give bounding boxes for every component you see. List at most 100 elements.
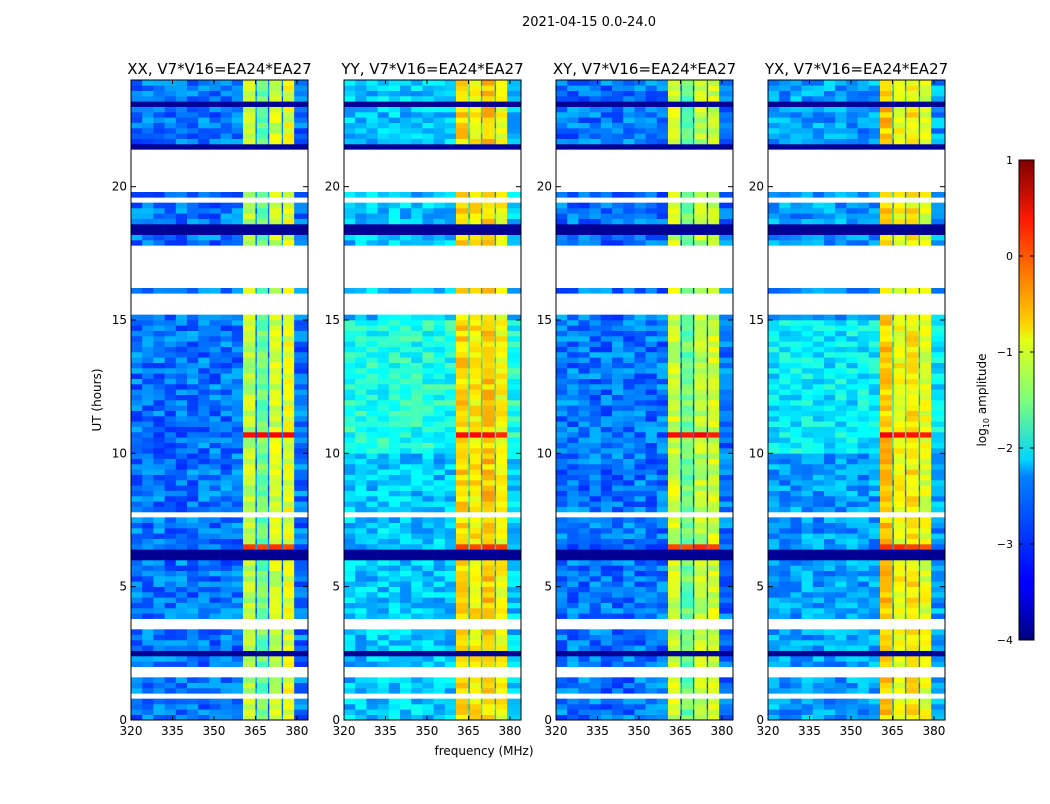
heatmap-cell xyxy=(456,85,469,91)
heatmap-cell xyxy=(209,629,221,635)
heatmap-cell xyxy=(556,432,568,438)
heatmap-cell xyxy=(694,640,707,646)
heatmap-cell xyxy=(456,384,469,390)
heatmap-cell xyxy=(176,560,188,566)
heatmap-cell xyxy=(612,475,624,481)
heatmap-cell xyxy=(176,373,188,379)
heatmap-cell xyxy=(165,331,177,337)
heatmap-cell xyxy=(646,507,658,513)
heatmap-cell xyxy=(131,400,143,406)
heatmap-cell xyxy=(131,539,143,545)
heatmap-cell xyxy=(590,432,602,438)
heatmap-cell xyxy=(187,411,199,417)
heatmap-cell xyxy=(176,91,188,97)
heatmap-cell xyxy=(344,475,356,481)
heatmap-cell xyxy=(176,485,188,491)
heatmap-cell xyxy=(694,528,707,534)
heatmap-cell xyxy=(612,464,624,470)
heatmap-cell xyxy=(708,549,719,555)
heatmap-cell xyxy=(590,528,602,534)
heatmap-cell xyxy=(344,469,356,475)
heatmap-cell xyxy=(257,608,268,614)
heatmap-cell xyxy=(269,427,282,433)
heatmap-cell xyxy=(434,528,446,534)
heatmap-cell xyxy=(411,411,423,417)
heatmap-cell xyxy=(507,485,521,491)
heatmap-cell xyxy=(142,475,154,481)
heatmap-cell xyxy=(668,219,681,225)
heatmap-cell xyxy=(243,496,256,502)
heatmap-cell xyxy=(355,80,367,86)
heatmap-cell xyxy=(187,560,199,566)
heatmap-cell xyxy=(257,373,268,379)
heatmap-cell xyxy=(601,549,613,555)
heatmap-cell xyxy=(623,288,635,294)
heatmap-cell xyxy=(131,288,143,294)
heatmap-cell xyxy=(187,320,199,326)
heatmap-cell xyxy=(411,635,423,641)
heatmap-cell xyxy=(366,437,378,443)
heatmap-cell xyxy=(612,523,624,529)
heatmap-cell xyxy=(578,597,590,603)
heatmap-cell xyxy=(567,288,579,294)
heatmap-cell xyxy=(623,240,635,246)
heatmap-cell xyxy=(694,699,707,705)
heatmap-cell xyxy=(187,432,199,438)
heatmap-cell xyxy=(378,117,390,123)
heatmap-cell xyxy=(634,411,646,417)
heatmap-cell xyxy=(344,315,356,321)
heatmap-cell xyxy=(507,603,521,609)
heatmap-cell xyxy=(355,651,367,657)
heatmap-cell xyxy=(434,459,446,465)
heatmap-cell xyxy=(682,533,693,539)
heatmap-cell xyxy=(243,107,256,113)
heatmap-cell xyxy=(269,677,282,683)
heatmap-cell xyxy=(400,373,412,379)
heatmap-cell xyxy=(209,219,221,225)
heatmap-cell xyxy=(482,613,495,619)
heatmap-cell xyxy=(657,432,669,438)
heatmap-cell xyxy=(634,325,646,331)
heatmap-cell xyxy=(187,379,199,385)
heatmap-cell xyxy=(496,117,507,123)
heatmap-cell xyxy=(567,656,579,662)
heatmap-cell xyxy=(283,533,294,539)
heatmap-cell xyxy=(243,240,256,246)
heatmap-cell xyxy=(719,640,733,646)
heatmap-cell xyxy=(445,453,457,459)
heatmap-cell xyxy=(176,432,188,438)
heatmap-cell xyxy=(719,133,733,139)
heatmap-cell xyxy=(355,213,367,219)
heatmap-cell xyxy=(283,453,294,459)
heatmap-cell xyxy=(422,400,434,406)
heatmap-cell xyxy=(434,661,446,667)
heatmap-cell xyxy=(355,528,367,534)
heatmap-cell xyxy=(422,373,434,379)
heatmap-cell xyxy=(657,416,669,422)
heatmap-cell xyxy=(668,373,681,379)
heatmap-cell xyxy=(422,507,434,513)
heatmap-cell xyxy=(411,507,423,513)
heatmap-cell xyxy=(496,581,507,587)
heatmap-cell xyxy=(131,101,143,107)
heatmap-cell xyxy=(355,507,367,513)
heatmap-cell xyxy=(601,533,613,539)
heatmap-cell xyxy=(142,229,154,235)
heatmap-cell xyxy=(578,288,590,294)
heatmap-cell xyxy=(269,533,282,539)
heatmap-cell xyxy=(269,592,282,598)
heatmap-cell xyxy=(668,437,681,443)
heatmap-cell xyxy=(165,683,177,689)
heatmap-cell xyxy=(153,603,165,609)
heatmap-cell xyxy=(232,437,244,443)
heatmap-cell xyxy=(422,192,434,198)
heatmap-cell xyxy=(389,101,401,107)
heatmap-cell xyxy=(344,715,356,721)
heatmap-cell xyxy=(176,464,188,470)
heatmap-cell xyxy=(470,469,481,475)
heatmap-cell xyxy=(176,448,188,454)
heatmap-cell xyxy=(176,208,188,214)
heatmap-cell xyxy=(269,555,282,561)
heatmap-cell xyxy=(646,677,658,683)
heatmap-cell xyxy=(221,368,233,374)
